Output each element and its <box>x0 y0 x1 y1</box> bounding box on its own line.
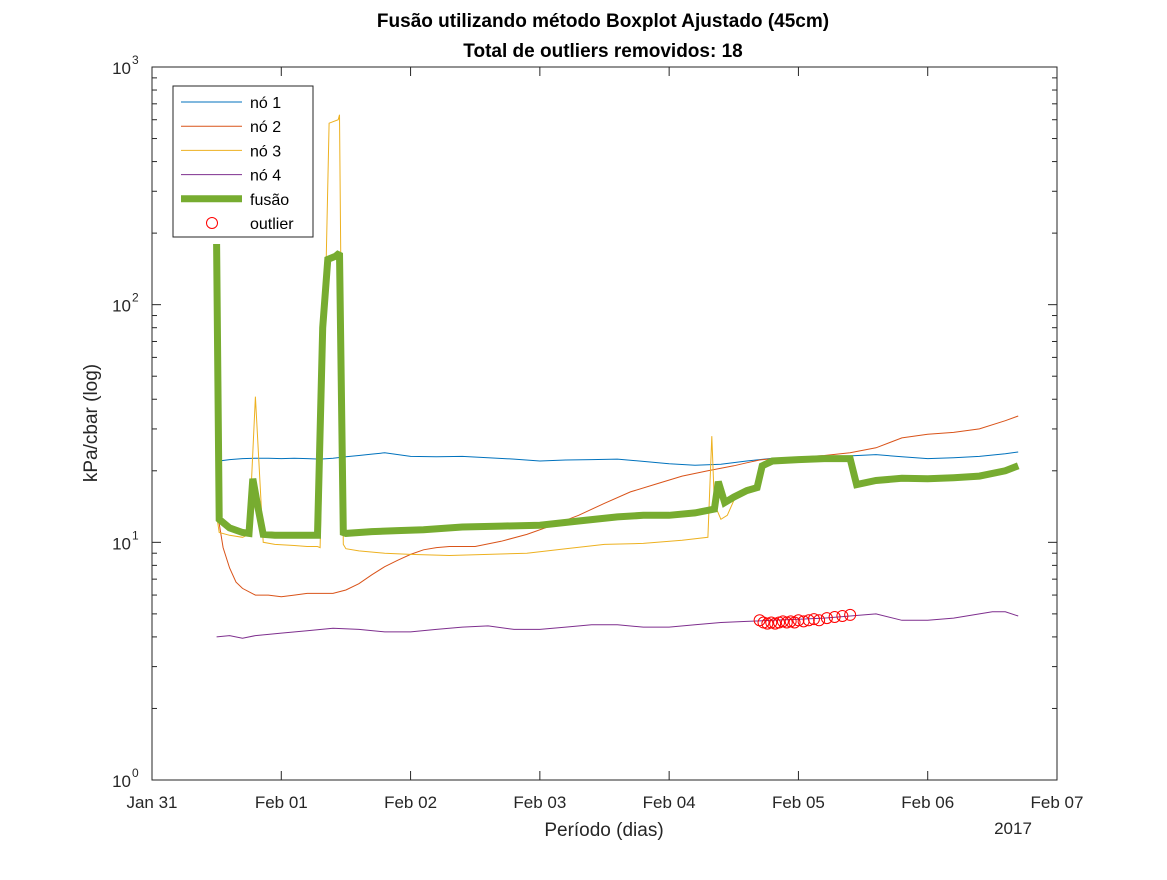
legend-label: nó 4 <box>250 168 281 185</box>
legend-label: fusão <box>250 192 289 209</box>
y-tick-label: 101 <box>112 528 139 553</box>
series-line-4 <box>216 611 1019 639</box>
outlier-layer <box>753 608 857 630</box>
y-tick-label: 103 <box>112 53 139 78</box>
series-line-3 <box>216 114 760 557</box>
y-tick-exponent: 1 <box>132 528 139 542</box>
outlier-point <box>807 613 820 626</box>
legend-label: nó 1 <box>250 95 281 112</box>
series-layer <box>213 114 1020 639</box>
chart-subtitle: Total de outliers removidos: 18 <box>463 41 742 62</box>
y-tick-exponent: 2 <box>132 291 139 305</box>
y-tick-label: 102 <box>112 291 139 316</box>
x-tick-label: Jan 31 <box>126 793 177 812</box>
legend-label: nó 2 <box>250 119 281 136</box>
y-tick-base: 10 <box>112 772 131 791</box>
y-tick-base: 10 <box>112 297 131 316</box>
x-tick-label: Feb 02 <box>384 793 437 812</box>
y-tick-base: 10 <box>112 534 131 553</box>
x-tick-label: Feb 05 <box>772 793 825 812</box>
x-tick-label: Feb 01 <box>255 793 308 812</box>
x-tick-label: Feb 07 <box>1031 793 1084 812</box>
outlier-point <box>813 614 826 627</box>
y-tick-label: 100 <box>112 766 139 791</box>
y-tick-exponent: 3 <box>132 53 139 67</box>
outlier-point <box>836 609 849 622</box>
x-year-label: 2017 <box>994 819 1032 838</box>
x-tick-label: Feb 06 <box>901 793 954 812</box>
legend-box <box>172 85 314 238</box>
legend: nó 1 nó 2 nó 3 nó 4 fusão outlier <box>172 85 314 238</box>
series-line-1 <box>216 451 1019 512</box>
x-axis-label: Período (dias) <box>544 820 663 841</box>
series-line-2 <box>216 415 1019 598</box>
y-tick-exponent: 0 <box>132 766 139 780</box>
outlier-point <box>828 611 841 624</box>
outlier-point <box>802 614 815 627</box>
legend-marker-outlier <box>206 217 218 229</box>
legend-label: nó 3 <box>250 143 281 160</box>
y-tick-base: 10 <box>112 59 131 78</box>
y-axis-label: kPa/cbar (log) <box>81 364 102 482</box>
outlier-point <box>792 614 805 627</box>
x-tick-label: Feb 03 <box>513 793 566 812</box>
x-axis: Jan 31 Feb 01 Feb 02 Feb 03 Feb 04 Feb 05 Feb … <box>126 67 1083 812</box>
series-line-5 <box>213 243 1020 539</box>
outlier-point <box>844 608 857 621</box>
x-tick-label: Feb 04 <box>643 793 696 812</box>
outlier-point <box>820 612 833 625</box>
legend-label: outlier <box>250 216 294 233</box>
chart-title: Fusão utilizando método Boxplot Ajustado… <box>377 11 829 32</box>
